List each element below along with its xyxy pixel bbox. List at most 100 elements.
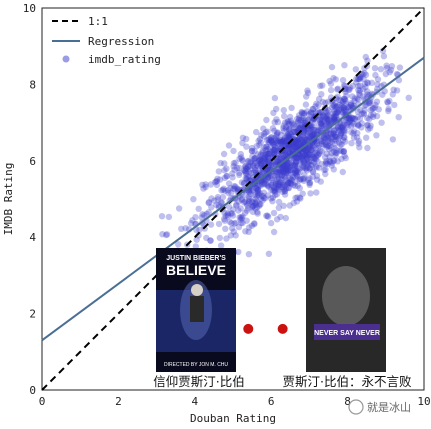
scatter-point xyxy=(304,163,311,171)
scatter-point xyxy=(280,202,287,209)
scatter-point xyxy=(264,157,272,164)
scatter-point xyxy=(231,220,238,227)
scatter-point xyxy=(294,167,301,174)
scatter-point xyxy=(306,180,313,187)
scatter-point xyxy=(340,118,348,125)
scatter-point xyxy=(347,116,354,124)
scatter-point xyxy=(299,152,306,160)
scatter-point xyxy=(229,212,237,219)
scatter-point xyxy=(325,98,332,105)
scatter-point xyxy=(283,169,290,176)
scatter-point xyxy=(251,159,259,167)
scatter-point xyxy=(242,165,250,172)
scatter-point xyxy=(245,158,252,165)
scatter-point xyxy=(290,174,297,181)
scatter-point xyxy=(253,184,260,192)
scatter-point xyxy=(259,197,266,204)
scatter-point xyxy=(297,136,305,143)
scatter-point xyxy=(281,134,289,141)
scatter-point xyxy=(299,138,306,145)
scatter-point xyxy=(245,168,252,175)
scatter-point xyxy=(292,136,299,144)
scatter-point xyxy=(337,141,344,148)
scatter-point xyxy=(309,142,316,150)
scatter-point xyxy=(348,99,355,107)
scatter-point xyxy=(386,97,393,105)
scatter-point xyxy=(386,68,393,76)
scatter-point xyxy=(258,181,266,188)
scatter-point xyxy=(336,133,344,140)
scatter-point xyxy=(310,153,317,160)
scatter-point xyxy=(200,185,207,192)
scatter-point xyxy=(328,149,335,157)
scatter-point xyxy=(265,139,273,146)
scatter-point xyxy=(283,145,290,152)
scatter-point xyxy=(350,128,358,135)
y-tick-label: 10 xyxy=(23,2,36,15)
scatter-point xyxy=(227,210,235,217)
scatter-point xyxy=(305,157,312,165)
scatter-point xyxy=(293,167,300,175)
scatter-point xyxy=(340,95,347,103)
scatter-point xyxy=(287,169,294,177)
scatter-point xyxy=(203,234,210,242)
scatter-point xyxy=(323,134,330,142)
scatter-point xyxy=(295,125,302,132)
scatter-point xyxy=(297,141,304,148)
scatter-point xyxy=(296,169,303,176)
scatter-point xyxy=(317,178,324,185)
scatter-point xyxy=(337,132,344,139)
scatter-point xyxy=(294,194,301,201)
scatter-point xyxy=(293,138,300,145)
scatter-point xyxy=(320,134,327,142)
scatter-point xyxy=(310,159,318,166)
scatter-point xyxy=(317,109,324,116)
scatter-point xyxy=(192,214,199,221)
scatter-point xyxy=(274,137,281,145)
scatter-point xyxy=(280,136,288,143)
scatter-point xyxy=(278,176,285,183)
scatter-point xyxy=(328,138,336,146)
scatter-point xyxy=(257,182,264,190)
scatter-point xyxy=(239,219,246,227)
scatter-point xyxy=(230,147,237,155)
scatter-point xyxy=(233,164,241,172)
scatter-point xyxy=(321,166,328,174)
scatter-point xyxy=(385,105,392,113)
scatter-point xyxy=(228,189,235,196)
scatter-point xyxy=(234,185,241,192)
scatter-point xyxy=(221,174,228,182)
scatter-point xyxy=(331,144,338,152)
scatter-point xyxy=(257,159,264,167)
scatter-point xyxy=(318,122,325,129)
highlighted-point-believe xyxy=(243,323,254,334)
scatter-point xyxy=(305,145,312,152)
scatter-point xyxy=(273,136,280,143)
scatter-point xyxy=(271,141,278,148)
scatter-point xyxy=(288,176,295,183)
scatter-point xyxy=(225,189,232,196)
y-tick-label: 8 xyxy=(29,78,36,91)
scatter-point xyxy=(266,183,273,190)
scatter-point xyxy=(291,136,298,143)
scatter-point xyxy=(301,138,309,145)
scatter-point xyxy=(237,205,244,212)
scatter-point xyxy=(275,157,282,165)
scatter-point xyxy=(270,141,277,148)
scatter-point xyxy=(292,159,299,167)
scatter-point xyxy=(311,141,318,149)
scatter-point xyxy=(256,153,264,160)
scatter-point xyxy=(314,108,322,115)
scatter-point xyxy=(267,195,275,202)
scatter-point xyxy=(262,154,269,161)
scatter-point xyxy=(364,121,371,129)
scatter-point xyxy=(258,132,265,139)
scatter-point xyxy=(236,164,243,172)
scatter-point xyxy=(278,179,285,186)
scatter-point xyxy=(248,187,255,194)
scatter-point xyxy=(294,173,301,180)
scatter-point xyxy=(271,147,278,155)
scatter-point xyxy=(325,134,332,141)
scatter-point xyxy=(341,134,348,141)
scatter-point xyxy=(300,177,308,184)
